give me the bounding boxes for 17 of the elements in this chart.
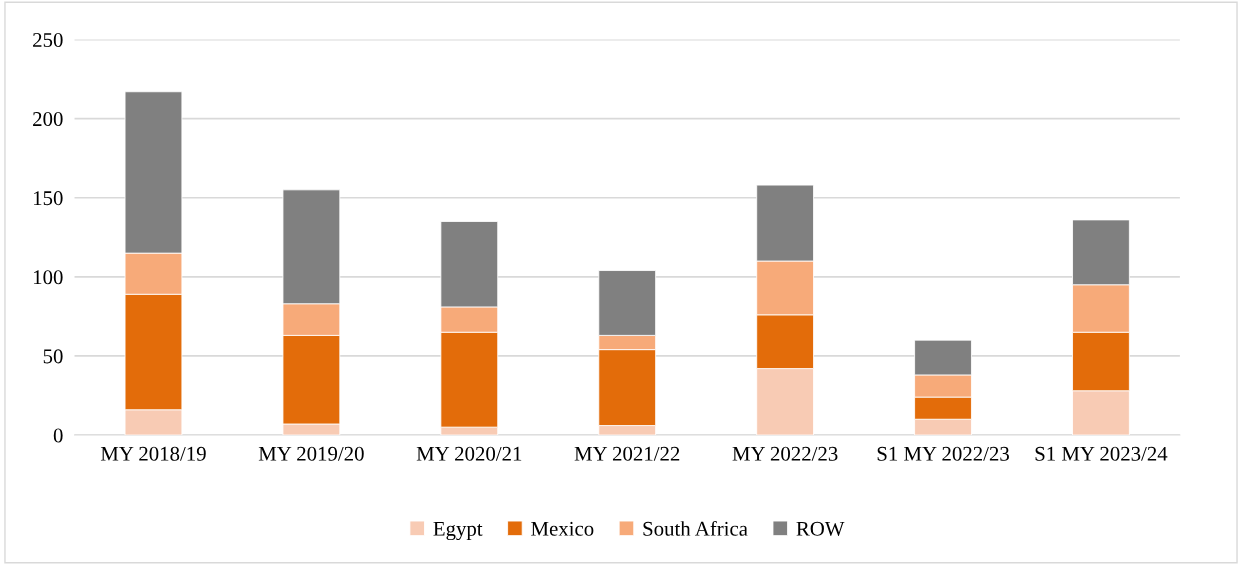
y-tick-label: 50	[43, 349, 63, 364]
legend-label: Mexico	[531, 521, 594, 536]
legend-label: South Africa	[643, 520, 748, 536]
y-tick-label: 0	[53, 428, 63, 443]
x-tick-label: MY 2018/19	[100, 446, 206, 461]
y-tick-label: 200	[33, 112, 63, 127]
y-tick-label: 100	[33, 270, 63, 285]
x-tick-label: MY 2020/21	[416, 446, 522, 461]
legend-label: Egypt	[433, 521, 483, 541]
x-tick-label: S1 MY 2023/24	[1035, 446, 1168, 461]
y-tick-label: 150	[33, 191, 63, 206]
x-tick-label: S1 MY 2022/23	[877, 446, 1009, 461]
x-tick-label: MY 2022/23	[732, 446, 838, 461]
x-tick-label: MY 2019/20	[258, 446, 364, 461]
y-tick-label: 250	[33, 32, 63, 47]
x-tick-label: MY 2021/22	[574, 446, 680, 461]
legend-label: ROW	[796, 521, 845, 536]
